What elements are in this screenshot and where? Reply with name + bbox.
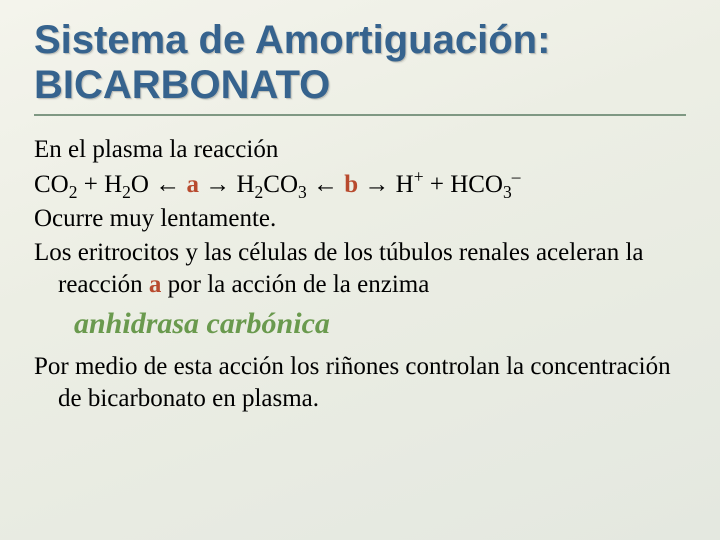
- eq-o: O: [131, 171, 155, 198]
- equation-line: CO2 + H2O ← a → H2CO3 ← b → H+ + HCO3–: [34, 168, 686, 201]
- eq-h2co3-co: CO: [263, 171, 298, 198]
- eq-h2co3-sub2: 3: [298, 182, 307, 202]
- arrow-right-2-icon: →: [364, 170, 389, 198]
- eq-h2co3-sub1: 2: [255, 182, 264, 202]
- title-line-2: BICARBONATO: [34, 63, 330, 107]
- eq-hco3: + HCO: [424, 171, 503, 198]
- arrow-left-2-icon: ←: [313, 170, 338, 198]
- arrow-left-1-icon: ←: [155, 170, 180, 198]
- enzyme-line: anhidrasa carbónica: [74, 305, 686, 343]
- eq-h: H: [389, 171, 413, 198]
- body-line-6: Por medio de esta acción los riñones con…: [34, 351, 686, 415]
- body-line-4-a: a: [149, 271, 162, 298]
- body-line-3: Ocurre muy lentamente.: [34, 203, 686, 235]
- eq-co2: CO: [34, 171, 69, 198]
- slide-body: En el plasma la reacción CO2 + H2O ← a →…: [34, 134, 686, 415]
- body-line-4: Los eritrocitos y las células de los túb…: [34, 237, 686, 301]
- arrow-right-1-icon: →: [205, 170, 230, 198]
- slide-title: Sistema de Amortiguación: BICARBONATO: [34, 18, 686, 116]
- eq-h2co3-h: H: [230, 171, 254, 198]
- enzyme-name: anhidrasa carbónica: [74, 307, 330, 340]
- eq-hco3-sup: –: [512, 166, 521, 186]
- eq-label-a: a: [180, 171, 205, 198]
- eq-h2o-sub: 2: [122, 182, 131, 202]
- eq-label-b: b: [338, 171, 364, 198]
- title-line-1: Sistema de Amortiguación:: [34, 18, 550, 62]
- body-line-1: En el plasma la reacción: [34, 134, 686, 166]
- eq-plus1: + H: [77, 171, 122, 198]
- eq-hco3-sub: 3: [503, 182, 512, 202]
- eq-hplus-sup: +: [414, 166, 424, 186]
- slide-container: Sistema de Amortiguación: BICARBONATO En…: [0, 0, 720, 540]
- body-line-4-post: por la acción de la enzima: [161, 271, 429, 298]
